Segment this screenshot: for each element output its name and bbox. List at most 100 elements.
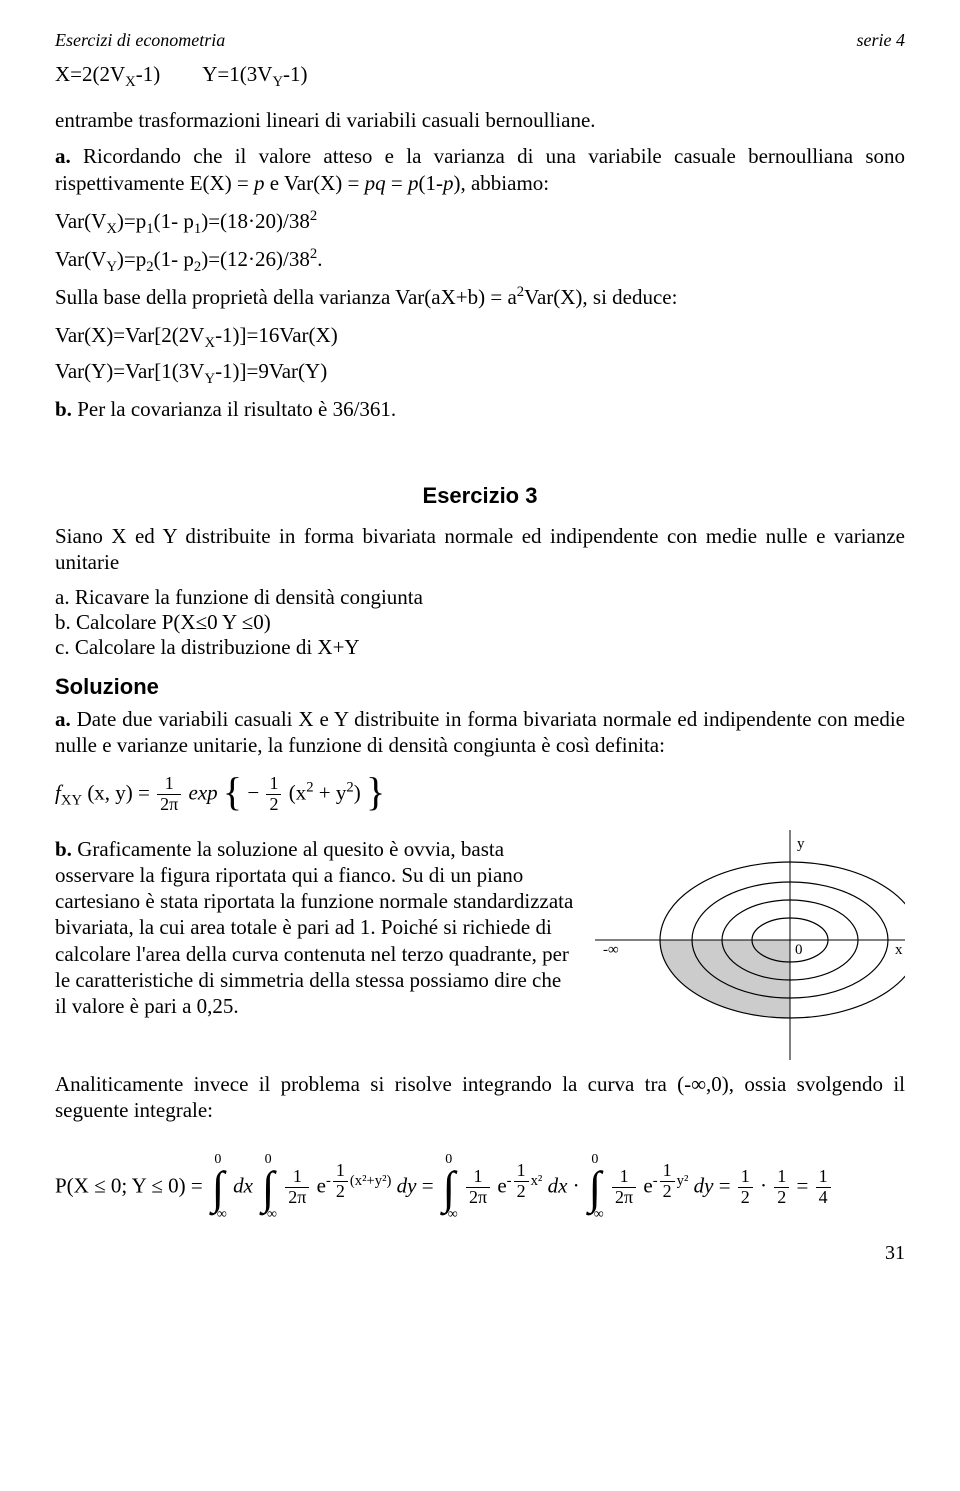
var-vy: Var(VY)=p2(1- p2)=(12·26)/382. (55, 244, 905, 278)
frac-half-1: 1 2 (738, 1167, 753, 1208)
item-c: c. Calcolare la distribuzione di X+Y (55, 635, 905, 660)
int1: 0 ∫ −∞ (209, 1153, 227, 1222)
density-formula: fXY (x, y) = 1 2π exp { − 1 2 (x2 + y2) … (55, 771, 905, 818)
brace-left: { (223, 768, 242, 815)
text: -1)]=16Var(X) (215, 323, 338, 347)
frac-half-2: 1 2 (774, 1167, 789, 1208)
sol-a-text: a. Date due variabili casuali X e Y dist… (55, 706, 905, 759)
sup: 2 (306, 779, 313, 795)
eq: = (719, 1174, 736, 1198)
italic-pq: pq (365, 171, 386, 195)
frac: 1 2π (466, 1167, 490, 1208)
neg-inf-label: -∞ (603, 942, 619, 958)
dx: dx (548, 1174, 568, 1198)
e: e (497, 1174, 506, 1198)
sub: Y (106, 259, 117, 275)
num: 1 (285, 1167, 309, 1188)
b-line: b. Per la covarianza il risultato è 36/3… (55, 396, 905, 422)
soluzione-heading: Soluzione (55, 674, 905, 700)
sup: 2 (517, 284, 524, 300)
exp2: -12x² (507, 1173, 543, 1189)
text: )=(18·20)/38 (201, 209, 310, 233)
frac-1-2: 1 2 (266, 774, 281, 815)
integral-icon: ∫ (262, 1167, 275, 1208)
italic-p: p (254, 171, 265, 195)
dy: dy (694, 1174, 714, 1198)
label-b: b. (55, 397, 72, 421)
den: 2 (774, 1188, 789, 1208)
sup: 2 (310, 208, 317, 224)
text: Date due variabili casuali X e Y distrib… (55, 707, 905, 757)
sub: Y (272, 74, 283, 90)
text: Var(Y)=Var[1(3V (55, 359, 204, 383)
plus: + y (314, 780, 347, 804)
text: )=(12·26)/38 (201, 247, 310, 271)
text: Var(V (55, 209, 106, 233)
integral-icon: ∫ (589, 1167, 602, 1208)
text: -1) Y=1(3V (136, 62, 273, 86)
text: Var(X)=Var[2(2V (55, 323, 204, 347)
num: 1 (738, 1167, 753, 1188)
text: X=2(2V (55, 62, 125, 86)
eq: = (422, 1174, 439, 1198)
origin-label: 0 (795, 942, 803, 958)
dx: dx (233, 1174, 253, 1198)
bivariate-figure: y x -∞ 0 (595, 830, 905, 1060)
dot: · (760, 1174, 772, 1198)
text: Sulla base della proprietà della varianz… (55, 285, 517, 309)
num: 1 (612, 1167, 636, 1188)
num: 1 (157, 774, 181, 795)
header-right: serie 4 (857, 30, 906, 51)
sulla-base: Sulla base della proprietà della varianz… (55, 283, 905, 310)
frac: 1 2π (612, 1167, 636, 1208)
italic-p: p (408, 171, 419, 195)
int2: 0 ∫ −∞ (259, 1153, 277, 1222)
esercizio-title: Esercizio 3 (55, 483, 905, 509)
sub: X (125, 74, 136, 90)
num: 1 (466, 1167, 490, 1188)
integral-formula: P(X ≤ 0; Y ≤ 0) = 0 ∫ −∞ dx 0 ∫ −∞ 1 2π … (55, 1153, 905, 1222)
text: Var(V (55, 247, 106, 271)
text: Var(X), si deduce: (524, 285, 677, 309)
text: -1) (283, 62, 308, 86)
sub: 1 (146, 221, 153, 237)
num: 1 (774, 1167, 789, 1188)
e: e (317, 1174, 326, 1198)
label-a: a. (55, 144, 71, 168)
num: 1 (816, 1167, 831, 1188)
text: . (317, 247, 322, 271)
frac: 1 2π (285, 1167, 309, 1208)
item-b: b. Calcolare P(X≤0 Y ≤0) (55, 610, 905, 635)
text: e Var(X) = (265, 171, 365, 195)
frac-quarter: 1 4 (816, 1167, 831, 1208)
sub: X (106, 221, 117, 237)
minus: − (247, 780, 259, 804)
text: Graficamente la soluzione al quesito è o… (55, 837, 573, 1019)
var-y-line: Var(Y)=Var[1(3VY-1)]=9Var(Y) (55, 357, 905, 390)
integral-icon: ∫ (442, 1167, 455, 1208)
label-b: b. (55, 837, 72, 861)
paren: (x (289, 780, 307, 804)
frac-1-2pi: 1 2π (157, 774, 181, 815)
text: )=p (117, 209, 146, 233)
esercizio-intro: Siano X ed Y distribuite in forma bivari… (55, 523, 905, 576)
italic-p: p (443, 171, 454, 195)
page-number: 31 (55, 1242, 905, 1265)
var-x-line: Var(X)=Var[2(2VX-1)]=16Var(X) (55, 321, 905, 354)
den: 2π (157, 795, 181, 815)
den: 2 (266, 795, 281, 815)
analit-text: Analiticamente invece il problema si ris… (55, 1071, 905, 1124)
den: 2π (285, 1188, 309, 1208)
xy-definition: X=2(2VX-1) Y=1(3VY-1) (55, 62, 905, 91)
den: 2π (612, 1188, 636, 1208)
sup: 2 (346, 779, 353, 795)
page: Esercizi di econometria serie 4 X=2(2VX-… (0, 0, 960, 1305)
b-section: b. Graficamente la soluzione al quesito … (55, 830, 905, 1065)
den: 4 (816, 1188, 831, 1208)
entrambe-text: entrambe trasformazioni lineari di varia… (55, 107, 905, 133)
text: (1- p (154, 209, 194, 233)
item-a: a. Ricavare la funzione di densità congi… (55, 585, 905, 610)
close: ) (354, 780, 361, 804)
sub: Y (204, 372, 215, 388)
exp1: -12(x²+y²) (326, 1173, 391, 1189)
